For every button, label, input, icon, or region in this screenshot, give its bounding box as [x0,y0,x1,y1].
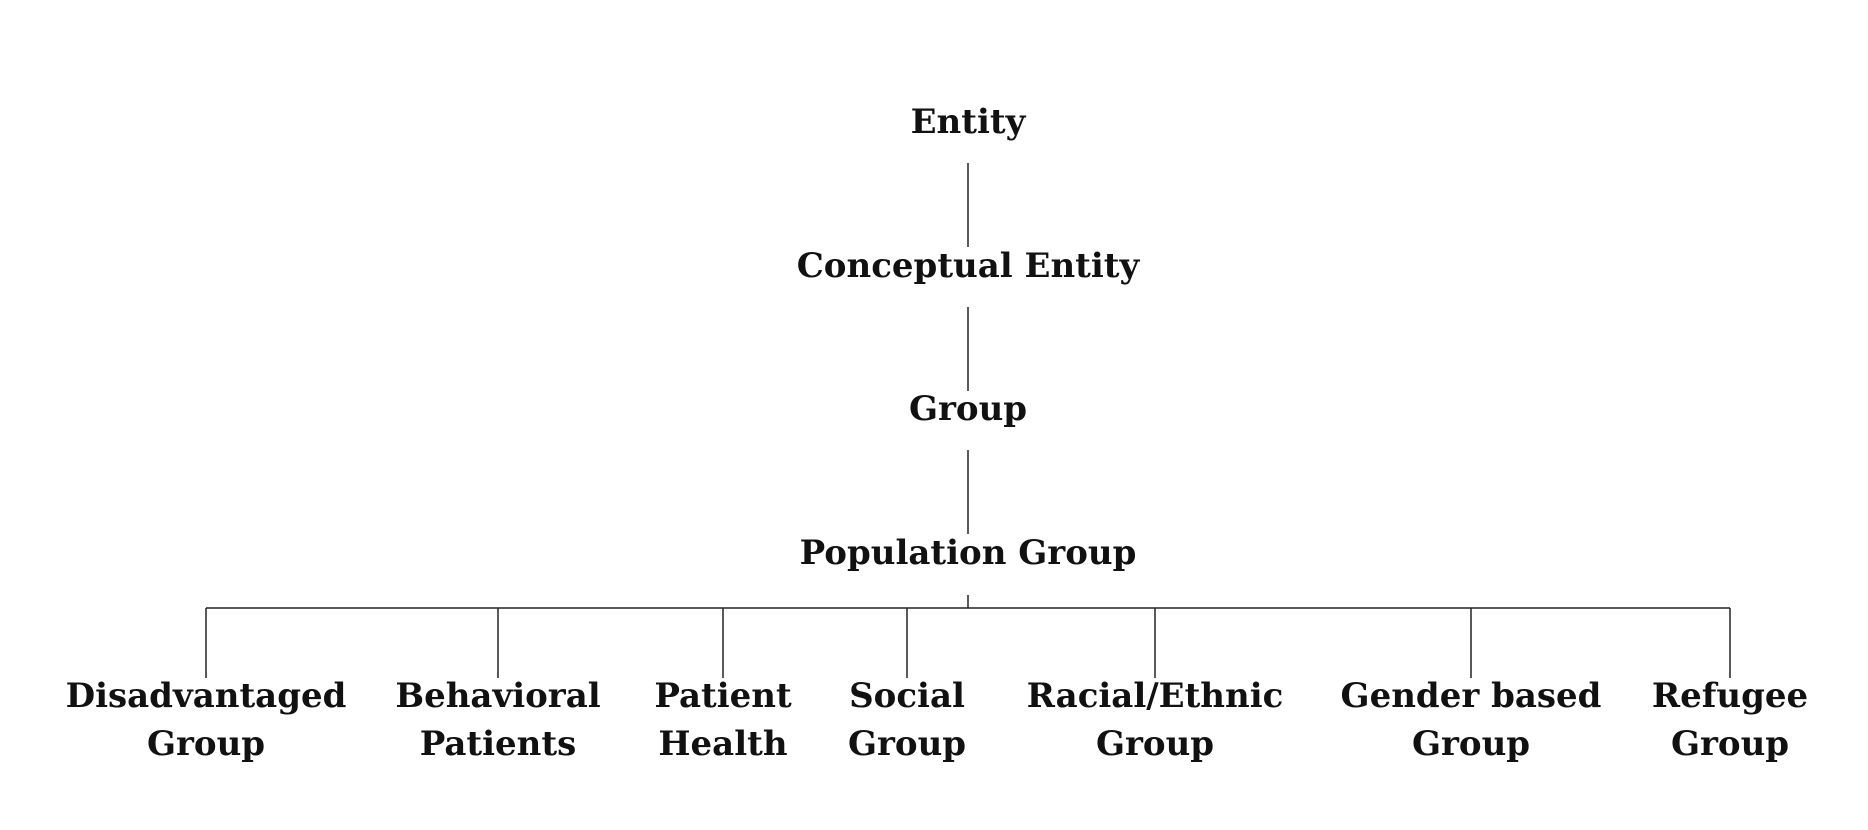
node-conceptual-entity: Conceptual Entity [797,246,1141,286]
node-group: Group [909,389,1027,429]
node-social-group: Social Group [848,676,966,764]
node-behavioral-patients-label-line-1: Behavioral [395,676,600,716]
node-behavioral-patients-label-line-2: Patients [420,724,577,764]
node-gender-based-group: Gender based Group [1341,676,1602,764]
node-gender-based-group-label-line-2: Group [1412,724,1530,764]
node-conceptual-entity-label-line-1: Conceptual Entity [797,246,1141,286]
node-behavioral-patients: Behavioral Patients [395,676,600,764]
node-population-group: Population Group [800,533,1137,573]
node-patient-health: Patient Health [654,676,792,764]
node-social-group-label-line-2: Group [848,724,966,764]
node-refugee-group: Refugee Group [1652,676,1808,764]
node-entity: Entity [911,102,1027,142]
node-refugee-group-label-line-2: Group [1671,724,1789,764]
node-gender-based-group-label-line-1: Gender based [1341,676,1602,716]
node-social-group-label-line-1: Social [849,676,965,716]
node-group-label-line-1: Group [909,389,1027,429]
node-patient-health-label-line-2: Health [658,724,787,764]
node-racial-ethnic-group-label-line-1: Racial/Ethnic [1027,676,1284,716]
node-disadvantaged-group-label-line-1: Disadvantaged [66,676,347,716]
node-entity-label-line-1: Entity [911,102,1027,142]
node-racial-ethnic-group: Racial/Ethnic Group [1027,676,1284,764]
tree-nodes: Entity Conceptual Entity Group Population G… [66,102,1809,764]
node-refugee-group-label-line-1: Refugee [1652,676,1808,716]
node-patient-health-label-line-1: Patient [654,676,792,716]
node-racial-ethnic-group-label-line-2: Group [1096,724,1214,764]
node-population-group-label-line-1: Population Group [800,533,1137,573]
node-disadvantaged-group-label-line-2: Group [147,724,265,764]
node-disadvantaged-group: Disadvantaged Group [66,676,347,764]
tree-edges [205,163,1731,678]
